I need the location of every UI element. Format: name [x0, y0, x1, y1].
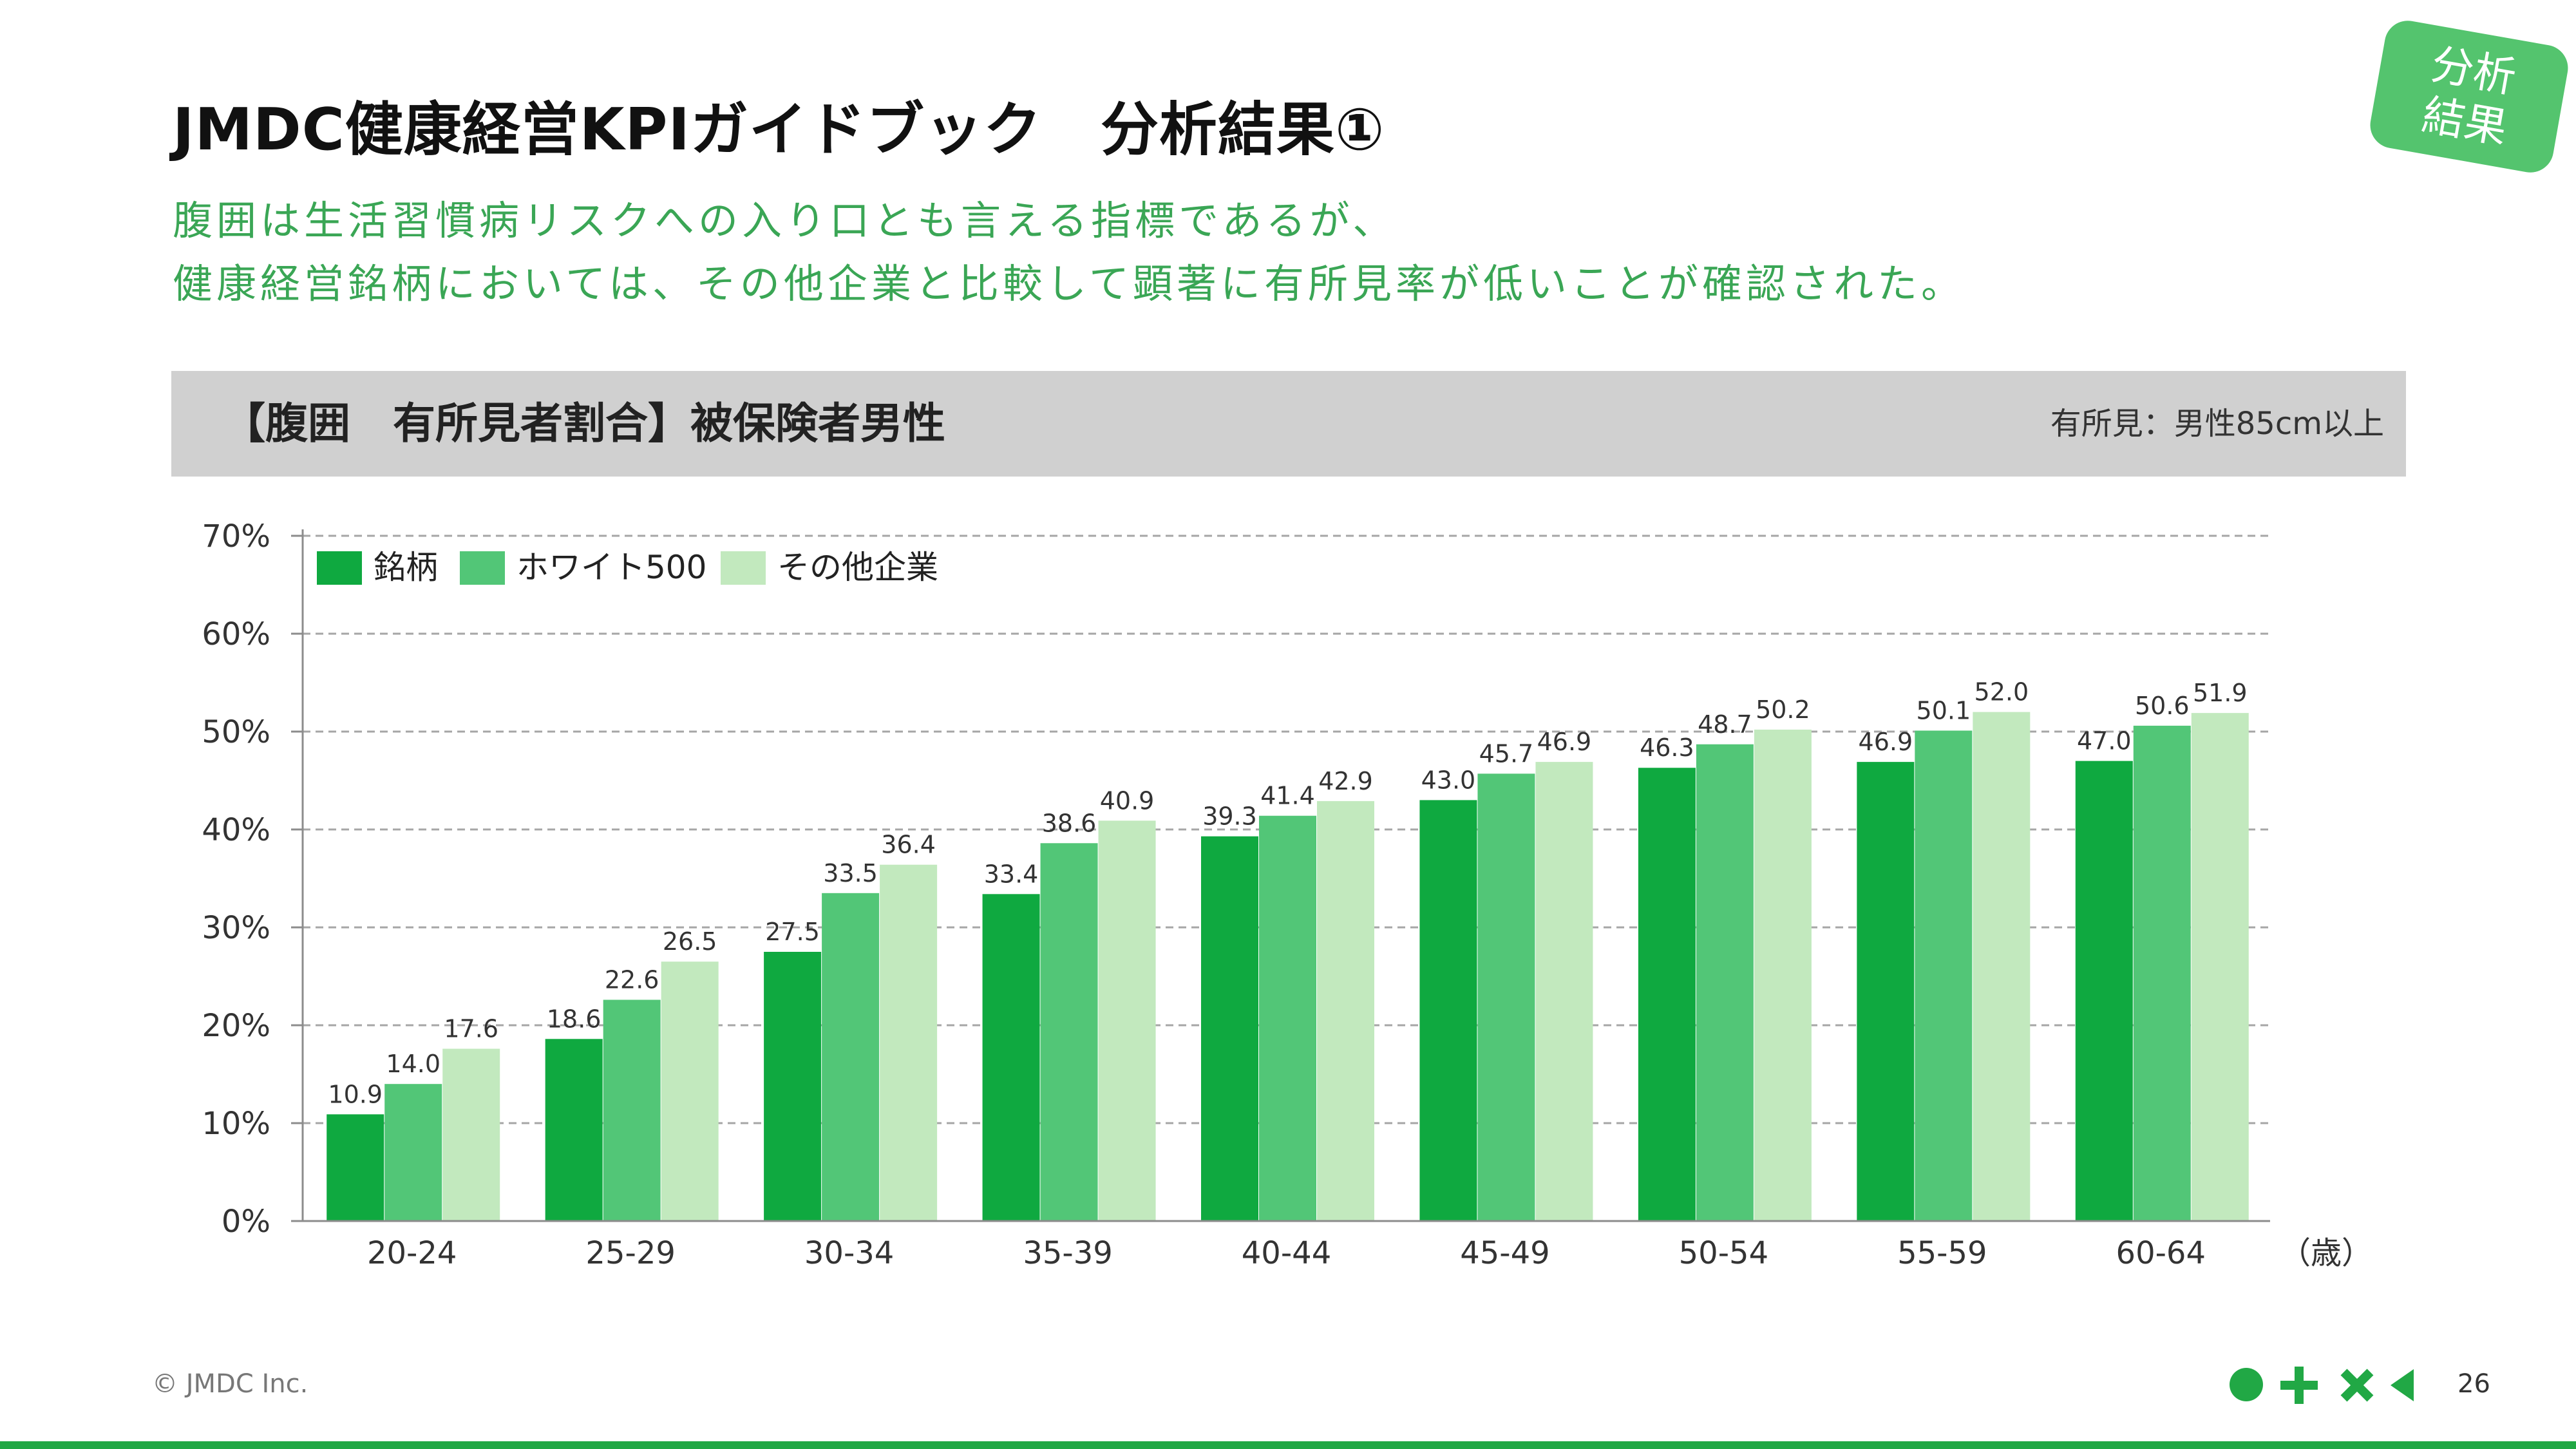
data-label: 47.0 [2077, 727, 2132, 755]
cross-icon [2340, 1368, 2374, 1402]
data-label: 22.6 [605, 965, 659, 994]
y-tick-label: 50% [202, 714, 270, 750]
y-tick-label: 40% [202, 812, 270, 848]
legend-swatch [317, 551, 362, 585]
data-label: 40.9 [1100, 786, 1155, 815]
bar [384, 1084, 442, 1221]
data-label: 46.3 [1640, 734, 1694, 762]
data-label: 17.6 [444, 1014, 498, 1043]
data-label: 51.9 [2193, 679, 2248, 707]
x-tick-label: 50-54 [1679, 1235, 1768, 1271]
bar [822, 893, 880, 1221]
x-tick-label: 25-29 [585, 1235, 675, 1271]
data-label: 50.6 [2135, 692, 2190, 720]
bar [982, 894, 1040, 1221]
data-label: 48.7 [1698, 710, 1752, 739]
bar [2133, 725, 2191, 1221]
x-tick-label: 60-64 [2116, 1235, 2206, 1271]
page-number: 26 [2458, 1369, 2490, 1399]
y-tick-label: 30% [202, 910, 270, 946]
x-tick-label: 55-59 [1897, 1235, 1987, 1271]
y-tick-label: 70% [202, 518, 270, 554]
y-tick-label: 60% [202, 616, 270, 652]
data-label: 36.4 [881, 831, 936, 859]
y-tick-label: 0% [222, 1204, 270, 1240]
copyright: © JMDC Inc. [152, 1369, 308, 1399]
bar [661, 961, 719, 1221]
data-label: 42.9 [1318, 767, 1373, 795]
lead-text-line1: 腹囲は生活習慣病リスクへの入り口とも言える指標であるが、 [173, 197, 1397, 244]
bar [2191, 713, 2249, 1221]
brand-symbols-icon [2230, 1367, 2414, 1404]
data-label: 41.4 [1260, 782, 1315, 810]
lead-text-line2: 健康経営銘柄においては、その他企業と比較して顕著に有所見率が低いことが確認された… [173, 260, 1965, 307]
chart-note: 有所見：男性85cm以上 [2050, 406, 2384, 442]
chart-title: 【腹囲 有所見者割合】被保険者男性 [223, 399, 945, 448]
bottom-accent-bar [0, 1441, 2576, 1449]
data-label: 43.0 [1421, 766, 1476, 794]
data-label: 46.9 [1537, 728, 1592, 756]
x-axis-unit: （歳） [2280, 1235, 2372, 1271]
x-tick-label: 40-44 [1242, 1235, 1331, 1271]
chart-banner: 【腹囲 有所見者割合】被保険者男性 有所見：男性85cm以上 [171, 371, 2406, 477]
data-label: 46.9 [1859, 728, 1913, 756]
legend-swatch [721, 551, 766, 585]
legend-label: 銘柄 [374, 549, 438, 586]
bar [1098, 820, 1156, 1221]
bar [1696, 744, 1754, 1221]
bar [603, 999, 661, 1221]
data-label: 18.6 [547, 1005, 601, 1033]
bar [1638, 768, 1696, 1221]
bar [1201, 836, 1258, 1221]
legend-label: その他企業 [777, 549, 938, 586]
bar [1535, 762, 1593, 1221]
bar [442, 1048, 500, 1221]
x-tick-label: 45-49 [1460, 1235, 1549, 1271]
bar [1915, 730, 1973, 1221]
data-label: 38.6 [1042, 809, 1097, 837]
data-label: 50.2 [1756, 696, 1810, 724]
bar [1419, 800, 1477, 1221]
bar [545, 1039, 603, 1221]
data-label: 10.9 [328, 1080, 383, 1108]
data-label: 39.3 [1202, 802, 1257, 831]
data-label: 27.5 [765, 918, 820, 946]
bar [1477, 773, 1535, 1221]
y-tick-label: 10% [202, 1106, 270, 1142]
bar [1040, 843, 1098, 1221]
data-label: 33.4 [984, 860, 1039, 888]
data-label: 14.0 [386, 1050, 440, 1078]
data-label: 33.5 [823, 859, 878, 887]
data-label: 45.7 [1479, 739, 1534, 768]
bar [1317, 800, 1374, 1221]
data-label: 52.0 [1975, 678, 2029, 706]
data-label: 26.5 [663, 927, 717, 956]
bar [880, 864, 938, 1221]
triangle-icon [2391, 1369, 2414, 1401]
page-title: JMDC健康経営KPIガイドブック 分析結果① [173, 96, 1385, 164]
bar [1754, 729, 1812, 1221]
bar [764, 952, 822, 1221]
bar [1259, 815, 1316, 1221]
x-tick-label: 30-34 [804, 1235, 894, 1271]
data-label: 50.1 [1917, 696, 1971, 724]
bar [2075, 761, 2133, 1221]
bar [1857, 762, 1915, 1221]
y-tick-label: 20% [202, 1008, 270, 1044]
plus-icon [2280, 1367, 2318, 1404]
legend-label: ホワイト500 [516, 549, 706, 586]
bar [1973, 712, 2031, 1221]
bar [327, 1114, 384, 1221]
legend-swatch [460, 551, 505, 585]
circle-icon [2230, 1368, 2263, 1401]
x-tick-label: 35-39 [1023, 1235, 1112, 1271]
x-tick-label: 20-24 [367, 1235, 457, 1271]
